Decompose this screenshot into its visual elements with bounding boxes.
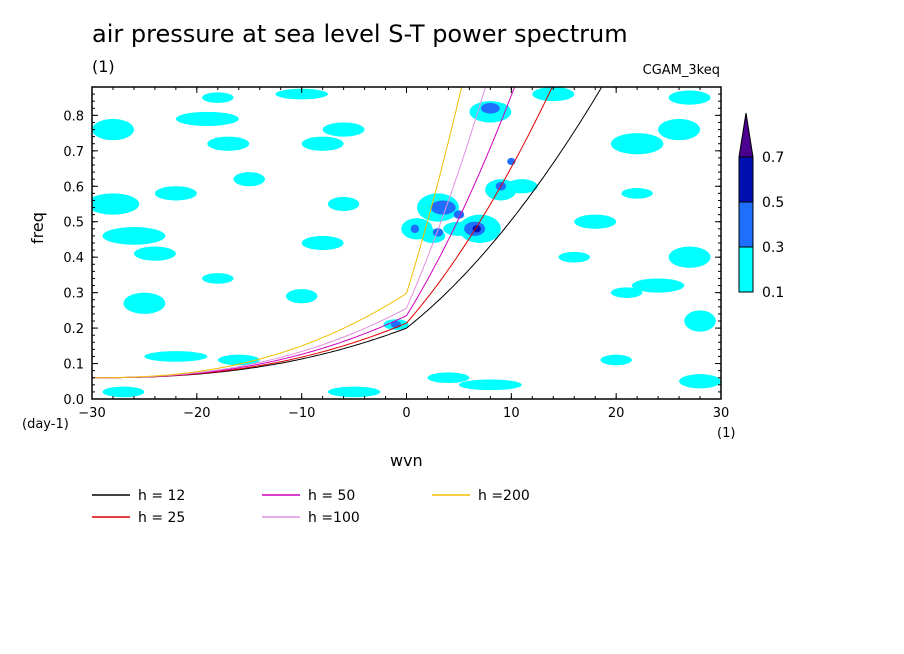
legend-label: h = 12 [138,488,185,504]
contour-patch-18 [285,289,318,304]
y-tick-label: 0.7 [63,145,84,160]
dispersion-curves [92,87,603,379]
contour-patch-42 [668,90,711,105]
y-tick-label: 0.2 [63,322,84,337]
contour-patch-19 [102,386,145,398]
y-tick-label: 0.1 [63,358,84,373]
contour-patch-16 [327,196,360,212]
curve-h-100 [92,87,486,379]
y-tick-label: 0.5 [63,216,84,231]
x-tick-label: 0 [402,406,410,421]
y-tick-label: 0.3 [63,287,84,302]
x-axis-label: wvn [390,451,423,470]
x-tick-label: −30 [78,406,105,421]
contour-patch-41 [679,374,721,389]
colorbar-label: 0.3 [762,240,784,256]
contour-patch-48 [432,228,444,237]
legend-label: h =200 [478,488,530,504]
contour-patch-1 [102,227,166,245]
colorbar-label: 0.1 [762,285,784,301]
y-axis-label: freq [28,212,47,244]
contour-patch-11 [233,172,265,187]
source-label: CGAM_3keq [642,63,720,78]
contour-patch-37 [631,278,685,293]
contour-patch-39 [610,287,643,298]
colorbar-segment-2 [738,156,754,203]
colorbar: 0.1 0.3 0.5 0.7 [738,112,784,301]
contour-patch-2 [154,186,197,201]
contour-patch-13 [144,351,208,362]
y-axis-unit: (day-1) [22,417,69,432]
y-tick-label: 0.0 [63,393,84,408]
legend: h = 12 h = 25 h = 50 h =100 h =200 [92,488,530,526]
y-tick-label: 0.8 [63,109,84,124]
contour-patch-3 [133,246,176,261]
chart-subtitle: (1) [92,57,115,76]
contour-fill-layer [92,87,721,398]
contour-patch-10 [322,122,365,137]
contour-patch-43 [621,188,653,199]
legend-label: h = 50 [308,488,355,504]
contour-patch-7 [207,136,250,151]
contour-patch-50 [480,102,500,114]
contour-patch-21 [427,372,470,384]
contour-patch-22 [458,379,522,391]
curve-h-200 [92,87,463,379]
plot-axes: −30 −20 −10 0 10 20 30 0.0 0.1 0.2 0.3 0.4 0.5 0.6 0.7… [63,86,730,421]
legend-label: h = 25 [138,510,185,526]
legend-label: h =100 [308,510,360,526]
contour-patch-35 [658,118,701,141]
x-tick-label: −20 [183,406,210,421]
x-tick-label: 20 [608,406,625,421]
contour-patch-14 [217,354,260,366]
y-tick-label: 0.4 [63,251,84,266]
contour-patch-17 [202,273,234,284]
colorbar-label: 0.7 [762,150,784,166]
contour-patch-53 [410,224,420,234]
contour-patch-9 [301,136,344,151]
colorbar-segment-0 [738,246,754,293]
contour-patch-12 [123,292,166,314]
contour-patch-36 [668,246,711,268]
contour-patch-34 [610,133,664,155]
contour-patch-15 [301,235,344,251]
contour-patch-32 [532,87,575,102]
contour-patch-4 [175,111,239,126]
contour-patch-6 [92,118,134,141]
contour-patch-45 [430,200,456,215]
x-axis-unit: (1) [717,426,736,441]
contour-patch-38 [684,310,716,332]
x-tick-label: 10 [503,406,520,421]
colorbar-extend-arrow [738,112,754,158]
x-tick-label: −10 [288,406,315,421]
x-tick-label: 30 [713,406,730,421]
contour-patch-33 [574,214,617,229]
contour-patch-0 [92,193,140,215]
contour-patch-5 [202,92,234,103]
colorbar-segment-1 [738,201,754,248]
contour-patch-8 [275,88,328,100]
contour-patch-44 [558,251,590,263]
chart-title: air pressure at sea level S-T power spec… [92,20,628,48]
contour-patch-40 [600,354,632,366]
contour-patch-20 [327,386,381,398]
colorbar-label: 0.5 [762,195,784,211]
y-tick-label: 0.6 [63,180,84,195]
contour-patch-31 [506,179,538,194]
